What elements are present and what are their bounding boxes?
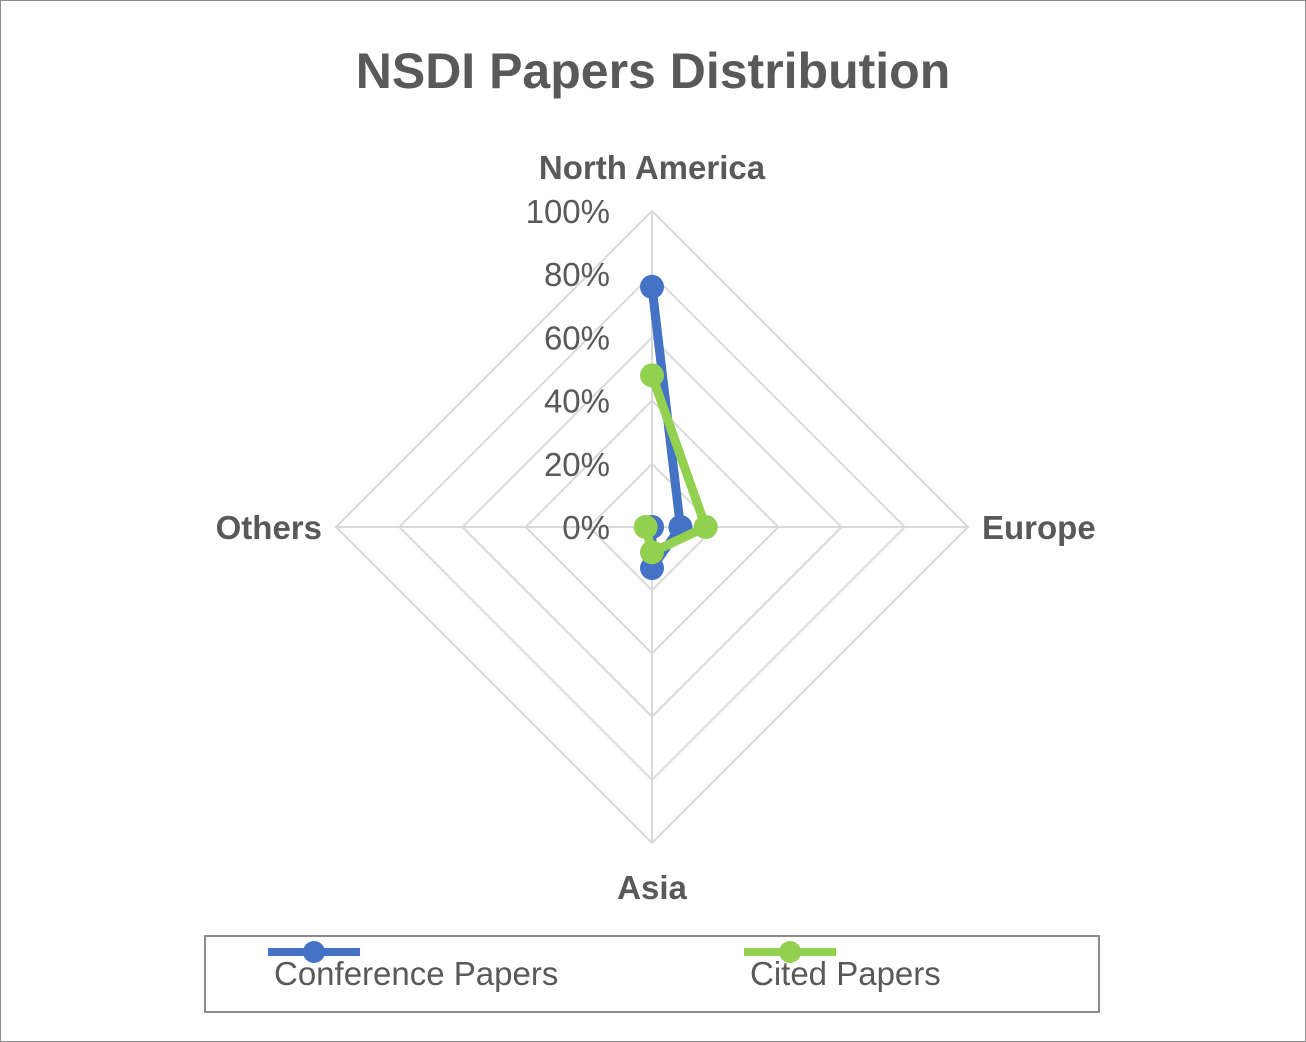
- category-label: North America: [539, 149, 766, 186]
- legend-swatch-cited: [744, 941, 836, 963]
- category-label: Europe: [982, 509, 1096, 546]
- series-point: [633, 515, 658, 539]
- tick-label: 60%: [544, 319, 610, 356]
- series-point: [640, 274, 664, 299]
- legend-swatch-conference: [268, 941, 360, 963]
- legend: Conference Papers Cited Papers: [204, 935, 1100, 1013]
- series-1: [633, 363, 718, 565]
- radar-labels: 0% 20% 40% 60% 80% 100% North America Europe Asi…: [216, 149, 1096, 906]
- series-point: [640, 363, 664, 388]
- tick-label: 80%: [544, 256, 610, 293]
- tick-label: 20%: [544, 446, 610, 483]
- chart-title: NSDI Papers Distribution: [355, 43, 951, 99]
- series-point: [693, 515, 718, 539]
- category-label: Asia: [617, 869, 687, 906]
- legend-item-conference: Conference Papers: [266, 937, 558, 1011]
- category-label: Others: [216, 509, 322, 546]
- tick-label: 100%: [526, 193, 610, 230]
- tick-label: 40%: [544, 383, 610, 420]
- legend-label-cited: Cited Papers: [750, 955, 941, 992]
- legend-label-conference: Conference Papers: [274, 955, 559, 992]
- series-point: [640, 540, 664, 565]
- series-line: [641, 373, 711, 557]
- tick-label: 0%: [562, 509, 610, 546]
- legend-item-cited: Cited Papers: [742, 937, 941, 1011]
- radar-series: [633, 274, 718, 581]
